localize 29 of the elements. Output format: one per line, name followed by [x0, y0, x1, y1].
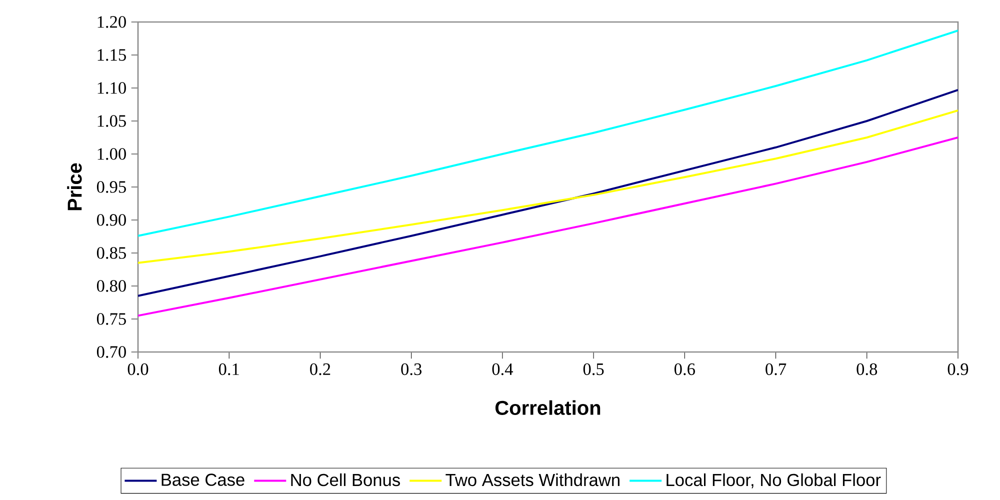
y-tick-label: 0.90 [96, 214, 126, 226]
x-tick-label: 0.9 [948, 363, 968, 376]
y-tick-label: 0.95 [96, 181, 126, 193]
x-tick-label: 0.5 [583, 363, 604, 376]
x-tick-label: 0.7 [766, 363, 786, 376]
y-tick-label: 0.75 [96, 313, 126, 325]
x-tick-label: 0.8 [856, 363, 878, 376]
y-tick-label: 1.05 [98, 115, 126, 127]
y-tick-label: 0.70 [96, 346, 126, 358]
y-tick-label: 1.00 [98, 148, 126, 160]
x-tick-label: 0.3 [401, 363, 422, 376]
legend-label: Two Assets Withdrawn [446, 473, 620, 486]
y-tick-label: 1.10 [98, 82, 126, 94]
y-axis-title: Price [67, 163, 82, 210]
x-tick-label: 0.0 [128, 363, 148, 376]
x-axis-title: Correlation [495, 400, 600, 415]
line-series [138, 30, 958, 237]
legend-label: Local Floor, No Global Floor [666, 473, 881, 488]
y-tick-label: 0.80 [96, 280, 126, 292]
x-tick-label: 0.4 [492, 363, 514, 376]
line-series [138, 109, 958, 264]
y-tick-label: 1.15 [98, 49, 126, 61]
y-tick-label: 0.85 [96, 247, 126, 259]
y-tick-label: 1.20 [98, 16, 126, 28]
x-tick-label: 0.2 [310, 363, 330, 376]
x-tick-label: 0.1 [218, 363, 239, 376]
legend-label: Base Case [162, 474, 244, 486]
legend-label: No Cell Bonus [291, 473, 400, 486]
x-tick-label: 0.6 [674, 363, 695, 376]
